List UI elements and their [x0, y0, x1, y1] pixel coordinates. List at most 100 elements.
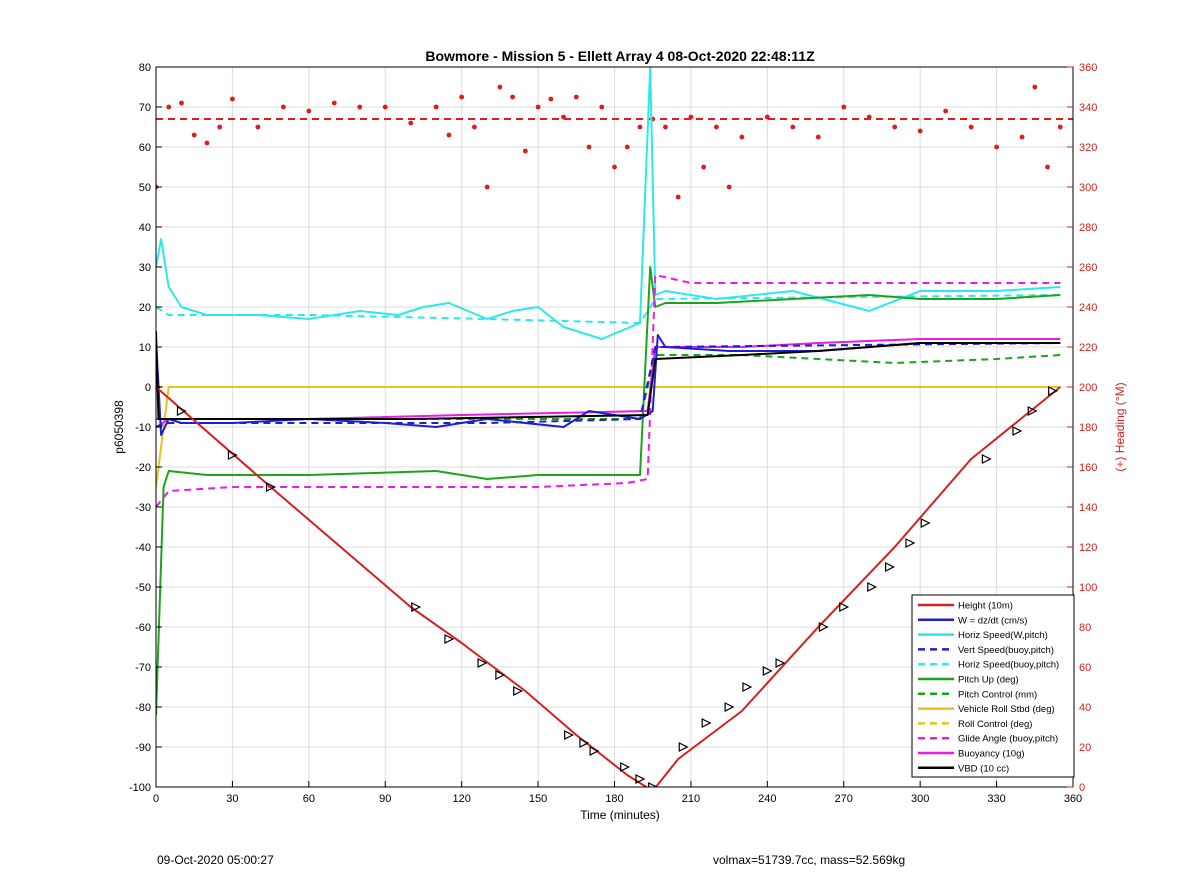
left-y-tick-label: -20 [135, 462, 151, 474]
x-tick-label: 0 [153, 793, 159, 805]
left-y-axis-ticks: 80 70 60 50 40 30 20 10 0 -10 -20 -30 -40 -50 -60 -70 -8… [129, 62, 162, 794]
right-y-tick-label: 80 [1079, 622, 1091, 634]
series-layer [156, 67, 1073, 787]
heading-point [459, 94, 465, 100]
legend-entry: Horiz Speed(buoy,pitch) [958, 660, 1059, 671]
right-y-tick-label: 160 [1079, 462, 1097, 474]
heading-point [586, 144, 592, 150]
heading-point [943, 108, 949, 114]
right-y-tick-label: 300 [1079, 182, 1097, 194]
heading-point [217, 124, 223, 130]
heading-point [599, 104, 605, 110]
dive-marker [495, 670, 506, 680]
right-y-tick-label: 240 [1079, 302, 1097, 314]
dive-marker [867, 582, 878, 592]
left-y-tick-label: 80 [139, 62, 151, 74]
x-tick-label: 270 [835, 793, 853, 805]
heading-point [179, 100, 184, 106]
heading-point [255, 124, 261, 130]
heading-point [573, 94, 579, 100]
dive-marker [1027, 406, 1038, 416]
heading-point [382, 104, 388, 110]
dive-marker [620, 762, 631, 772]
dive-marker [818, 622, 829, 632]
legend-box [911, 594, 1075, 778]
series-pitch-up-deg [156, 266, 1061, 716]
dive-marker [1048, 386, 1058, 396]
dive-marker [920, 518, 931, 528]
dive-marker [724, 702, 735, 712]
footer-vehicle-params: volmax=51739.7cc, mass=52.569kg [713, 853, 906, 867]
x-axis-ticks: 0 30 60 90 120 150 180 210 240 270 300 330 360 [153, 781, 1082, 805]
left-y-tick-label: 0 [145, 382, 151, 394]
heading-point [230, 96, 235, 102]
dive-marker [227, 450, 238, 460]
dive-marker [513, 686, 524, 696]
dive-marker [648, 782, 659, 787]
left-y-tick-label: -30 [135, 502, 151, 514]
left-y-tick-label: -10 [135, 422, 151, 434]
x-tick-label: 30 [226, 793, 238, 805]
left-y-tick-label: 50 [139, 182, 151, 194]
chart-legend: Height (10m) W = dz/dt (cm/s) Horiz Speed(… [911, 594, 1075, 778]
dive-markers [156, 384, 1058, 787]
dive-marker [444, 634, 455, 644]
right-y-tick-label: 140 [1079, 502, 1097, 514]
heading-point [892, 124, 898, 130]
heading-point [841, 104, 847, 110]
left-y-axis-label: p6050398 [112, 400, 126, 454]
footer-timestamp: 09-Oct-2020 05:00:27 [157, 853, 274, 867]
dive-marker [477, 658, 488, 668]
heading-point [612, 164, 617, 170]
right-y-tick-label: 60 [1079, 662, 1091, 674]
heading-point [497, 84, 503, 90]
dive-marker [564, 730, 574, 740]
right-y-tick-label: 20 [1079, 742, 1091, 754]
heading-point [624, 144, 630, 150]
right-y-tick-label: 360 [1079, 62, 1097, 74]
heading-point [331, 100, 337, 106]
heading-point [790, 124, 796, 130]
right-y-tick-label: 280 [1079, 222, 1097, 234]
x-axis-label: Time (minutes) [580, 808, 660, 822]
right-y-tick-label: 200 [1079, 382, 1097, 394]
right-y-tick-label: 340 [1079, 102, 1097, 114]
left-y-tick-label: 30 [139, 262, 151, 274]
heading-point [866, 114, 872, 120]
left-y-tick-label: -90 [135, 742, 151, 754]
heading-point [1032, 84, 1038, 90]
dive-marker [176, 406, 187, 416]
heading-point [561, 114, 566, 120]
right-y-axis-ticks: 3603403203002802602402202001801601401201… [1067, 62, 1097, 794]
dive-marker [775, 658, 786, 668]
x-tick-label: 120 [452, 793, 470, 805]
left-y-tick-label: 10 [139, 342, 151, 354]
series-horiz-speed-buoy-pitch [156, 294, 1061, 324]
legend-entry: Vehicle Roll Stbd (deg) [958, 704, 1055, 715]
heading-point [357, 104, 363, 110]
heading-point [739, 134, 745, 140]
heading-point [968, 124, 974, 130]
legend-entry: W = dz/dt (cm/s) [958, 615, 1027, 626]
right-y-tick-label: 120 [1079, 542, 1097, 554]
heading-point [510, 94, 516, 100]
series-vert-speed-buoy-pitch [156, 342, 1061, 428]
dive-marker [579, 738, 590, 748]
dive-marker [589, 746, 600, 756]
series-height-10m [156, 386, 1061, 787]
x-tick-label: 150 [529, 793, 547, 805]
dive-marker [762, 666, 773, 676]
x-tick-label: 90 [379, 793, 391, 805]
heading-point [637, 124, 643, 130]
legend-entry: VBD (10 cc) [958, 763, 1009, 774]
x-tick-label: 240 [758, 793, 776, 805]
heading-point [688, 114, 694, 120]
right-y-tick-label: 320 [1079, 142, 1097, 154]
heading-point [675, 194, 681, 200]
heading-point [535, 104, 541, 110]
heading-point [663, 124, 668, 130]
dive-marker [678, 742, 689, 752]
heading-point [204, 140, 210, 146]
dive-marker [1012, 426, 1023, 436]
